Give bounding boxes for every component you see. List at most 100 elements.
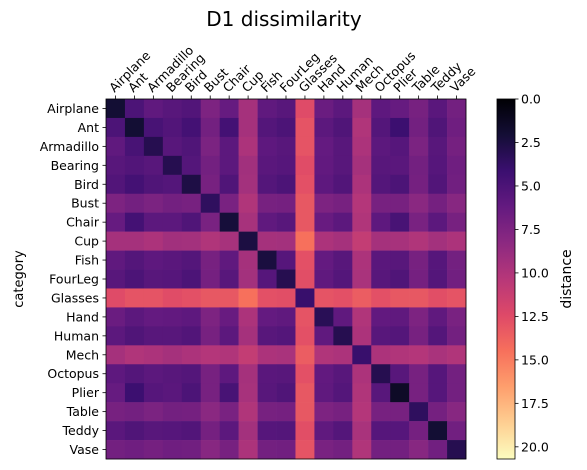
heatmap-cell-ant-table: [409, 117, 429, 138]
heatmap-cell-bust-octopus: [371, 193, 391, 213]
heatmap-cell-fourleg-fourleg: [276, 269, 296, 289]
heatmap-cell-mech-teddy: [428, 345, 448, 365]
heatmap-cell-fourleg-ant: [124, 269, 145, 289]
heatmap-cell-airplane-human: [333, 99, 353, 119]
heatmap-cell-airplane-teddy: [428, 99, 448, 119]
heatmap-cell-glasses-glasses: [295, 288, 315, 308]
heatmap-cell-vase-airplane: [106, 440, 126, 460]
heatmap-cell-table-hand: [314, 402, 334, 422]
heatmap-cell-cup-table: [409, 231, 429, 251]
heatmap-cell-bird-octopus: [371, 174, 391, 195]
heatmap-cell-airplane-armadillo: [143, 99, 164, 119]
heatmap-cell-cup-bust: [200, 231, 220, 251]
heatmap-cell-plier-plier: [390, 383, 410, 403]
heatmap-cell-bust-vase: [447, 193, 467, 213]
y-tick-label: Teddy: [62, 423, 100, 438]
heatmap-cell-hand-airplane: [106, 307, 126, 327]
heatmap-cell-fourleg-vase: [447, 269, 467, 289]
heatmap-cell-armadillo-cup: [238, 136, 258, 157]
heatmap-cell-teddy-bird: [181, 421, 202, 441]
heatmap-cell-bust-teddy: [428, 193, 448, 213]
heatmap-cell-bust-chair: [219, 193, 239, 213]
heatmap-cell-plier-vase: [447, 383, 467, 403]
heatmap-cell-octopus-cup: [238, 364, 258, 384]
colorbar-tick-label: 15.0: [521, 352, 549, 367]
heatmap-cell-bust-airplane: [106, 193, 126, 213]
chart-title: D1 dissimilarity: [206, 7, 362, 31]
heatmap-cell-fish-bust: [200, 250, 220, 270]
heatmap-cell-airplane-fish: [257, 99, 277, 119]
heatmap-cell-cup-airplane: [106, 231, 126, 251]
heatmap-cell-human-octopus: [371, 326, 391, 346]
heatmap-cell-armadillo-ant: [124, 136, 145, 157]
heatmap-cell-plier-bust: [200, 383, 220, 403]
heatmap-cell-bust-fish: [257, 193, 277, 213]
heatmap-cell-ant-plier: [390, 117, 410, 138]
heatmap-cell-hand-glasses: [295, 307, 315, 327]
heatmap-cell-armadillo-vase: [447, 136, 467, 157]
heatmap-cell-mech-fourleg: [276, 345, 296, 365]
heatmap-cell-vase-glasses: [295, 440, 315, 460]
heatmap-cell-human-bust: [200, 326, 220, 346]
heatmap-cell-glasses-octopus: [371, 288, 391, 308]
heatmap-cell-chair-vase: [447, 212, 467, 232]
heatmap-cell-fish-fish: [257, 250, 277, 270]
heatmap-cell-chair-fourleg: [276, 212, 296, 232]
y-tick-label: Mech: [66, 347, 99, 362]
heatmap-cell-fish-bird: [181, 250, 202, 270]
heatmap-cell-armadillo-armadillo: [143, 136, 164, 157]
heatmap-cell-plier-human: [333, 383, 353, 403]
heatmap-cell-chair-armadillo: [143, 212, 164, 232]
heatmap-cell-teddy-glasses: [295, 421, 315, 441]
colorbar-tick-label: 10.0: [521, 265, 549, 280]
heatmap-cell-bird-bearing: [162, 174, 183, 195]
heatmap-cell-cup-bearing: [162, 231, 183, 251]
colorbar-tick-label: 2.5: [521, 135, 541, 150]
heatmap-cell-human-mech: [352, 326, 372, 346]
heatmap-cell-vase-fish: [257, 440, 277, 460]
heatmap-cell-hand-octopus: [371, 307, 391, 327]
heatmap-cell-glasses-mech: [352, 288, 372, 308]
heatmap-cell-cup-ant: [124, 231, 145, 251]
heatmap-cell-hand-human: [333, 307, 353, 327]
heatmap-cell-bearing-ant: [124, 155, 145, 176]
heatmap-cell-chair-cup: [238, 212, 258, 232]
heatmap-cell-airplane-fourleg: [276, 99, 296, 119]
heatmap-cell-bust-bust: [200, 193, 220, 213]
heatmap-cell-plier-armadillo: [143, 383, 164, 403]
heatmap-cell-human-airplane: [106, 326, 126, 346]
heatmap-cell-airplane-bust: [200, 99, 220, 119]
heatmap-cell-table-cup: [238, 402, 258, 422]
heatmap-cell-table-bust: [200, 402, 220, 422]
heatmap-cell-plier-hand: [314, 383, 334, 403]
heatmap-cell-fourleg-hand: [314, 269, 334, 289]
heatmap-cell-ant-glasses: [295, 117, 315, 138]
heatmap-cell-bust-human: [333, 193, 353, 213]
heatmap-cell-bird-airplane: [106, 174, 126, 195]
y-axis-label: category: [12, 250, 27, 308]
heatmap-cell-fourleg-cup: [238, 269, 258, 289]
colorbar-ticks: 0.0 2.5 5.0 7.5 10.0 12.5 15.0 17.5 20.0: [515, 92, 549, 454]
heatmap-cell-bust-plier: [390, 193, 410, 213]
heatmap-cell-hand-chair: [219, 307, 239, 327]
heatmap-cell-armadillo-bird: [181, 136, 202, 157]
heatmap-cell-bearing-bird: [181, 155, 202, 176]
heatmap-cell-fish-glasses: [295, 250, 315, 270]
heatmap-cell-table-table: [409, 402, 429, 422]
heatmap-cell-fourleg-octopus: [371, 269, 391, 289]
heatmap-cell-octopus-airplane: [106, 364, 126, 384]
heatmap-cell-table-fish: [257, 402, 277, 422]
heatmap-cell-bearing-chair: [219, 155, 239, 176]
heatmap-cell-hand-table: [409, 307, 429, 327]
heatmap-cell-table-mech: [352, 402, 372, 422]
heatmap-cell-plier-teddy: [428, 383, 448, 403]
heatmap-cell-cup-armadillo: [143, 231, 164, 251]
heatmap-cell-cup-human: [333, 231, 353, 251]
heatmap-cell-bearing-hand: [314, 155, 334, 176]
heatmap-cell-fourleg-bust: [200, 269, 220, 289]
heatmap-cell-bird-plier: [390, 174, 410, 195]
heatmap-cell-human-fish: [257, 326, 277, 346]
heatmap-cell-hand-ant: [124, 307, 145, 327]
heatmap-cell-plier-chair: [219, 383, 239, 403]
heatmap-cell-plier-glasses: [295, 383, 315, 403]
